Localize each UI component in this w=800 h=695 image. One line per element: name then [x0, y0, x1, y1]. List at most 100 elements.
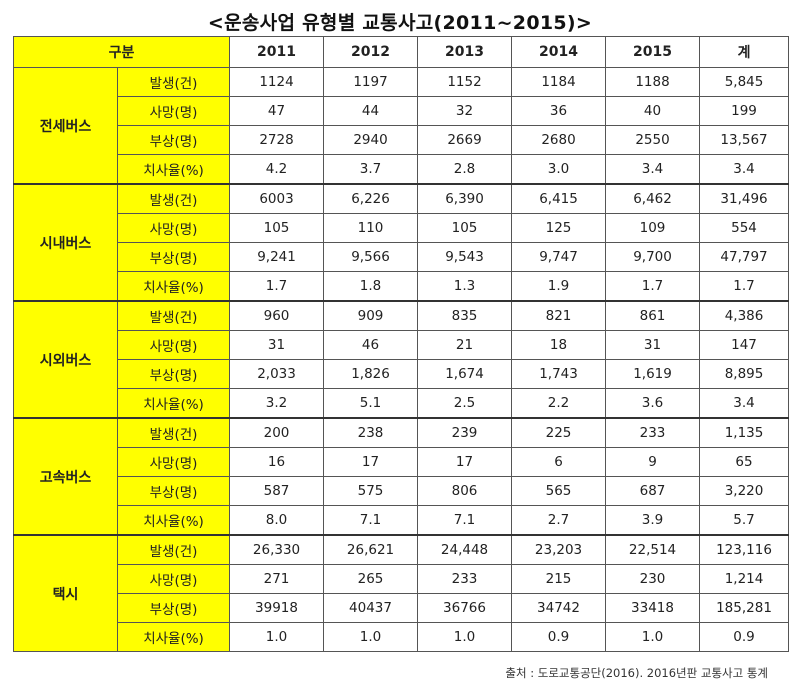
table-body: 전세버스 발생(건) 1124 1197 1152 1184 1188 5,845 사망(명) 4…: [13, 67, 790, 652]
metric-label: 부상(명): [116, 125, 231, 155]
value-cell: 2680: [511, 125, 607, 155]
value-cell: 23,203: [511, 534, 607, 565]
metric-label: 부상(명): [116, 593, 231, 623]
value-cell: 40437: [323, 593, 419, 623]
value-cell: 44: [323, 96, 419, 126]
metric-label: 발생(건): [116, 67, 231, 97]
value-cell: 6003: [229, 183, 325, 214]
value-cell: 3.4: [605, 154, 701, 185]
metric-label: 발생(건): [116, 183, 231, 214]
value-cell: 1.7: [229, 271, 325, 302]
value-cell: 40: [605, 96, 701, 126]
table-row: 시내버스 발생(건) 6003 6,226 6,390 6,415 6,462 31,496: [13, 183, 790, 302]
value-cell: 2.2: [511, 388, 607, 419]
value-cell: 31: [229, 330, 325, 360]
value-cell: 3.7: [323, 154, 419, 185]
metric-label: 사망(명): [116, 447, 231, 477]
value-cell: 9,747: [511, 242, 607, 272]
value-cell: 1.0: [417, 622, 513, 652]
table-row: 전세버스 발생(건) 1124 1197 1152 1184 1188 5,845: [13, 67, 790, 185]
value-cell: 110: [323, 213, 419, 243]
table-row: 사망(명) 105 110 105 125 109 554: [14, 213, 790, 243]
value-cell: 806: [417, 476, 513, 506]
value-cell: 909: [323, 300, 419, 331]
metric-label: 치사율(%): [116, 154, 231, 185]
total-cell: 147: [699, 330, 790, 360]
header-year: 2014: [511, 36, 607, 68]
value-cell: 26,330: [229, 534, 325, 565]
value-cell: 1.0: [229, 622, 325, 652]
total-cell: 199: [699, 96, 790, 126]
value-cell: 7.1: [323, 505, 419, 536]
value-cell: 1152: [417, 67, 513, 97]
value-cell: 24,448: [417, 534, 513, 565]
table-row: 사망(명) 16 17 17 6 9 65: [14, 447, 790, 477]
value-cell: 6: [511, 447, 607, 477]
value-cell: 3.6: [605, 388, 701, 419]
value-cell: 3.2: [229, 388, 325, 419]
value-cell: 861: [605, 300, 701, 331]
value-cell: 47: [229, 96, 325, 126]
value-cell: 33418: [605, 593, 701, 623]
value-cell: 9,700: [605, 242, 701, 272]
value-cell: 46: [323, 330, 419, 360]
value-cell: 3.0: [511, 154, 607, 185]
value-cell: 0.9: [511, 622, 607, 652]
value-cell: 22,514: [605, 534, 701, 565]
value-cell: 2,033: [229, 359, 325, 389]
value-cell: 34742: [511, 593, 607, 623]
total-cell: 31,496: [699, 183, 790, 214]
value-cell: 587: [229, 476, 325, 506]
page-title: <운송사업 유형별 교통사고(2011~2015)>: [207, 12, 593, 34]
table-row: 부상(명) 587 575 806 565 687 3,220: [14, 476, 790, 506]
header-category: 구분: [12, 36, 231, 68]
metric-label: 발생(건): [116, 300, 231, 331]
value-cell: 238: [323, 417, 419, 448]
value-cell: 271: [229, 564, 325, 594]
table-row: 치사율(%) 3.2 5.1 2.5 2.2 3.6 3.4: [14, 388, 790, 419]
value-cell: 6,226: [323, 183, 419, 214]
group-label: 고속버스: [13, 417, 118, 536]
total-cell: 4,386: [699, 300, 790, 331]
table-row: 치사율(%) 8.0 7.1 7.1 2.7 3.9 5.7: [14, 505, 790, 536]
value-cell: 105: [229, 213, 325, 243]
metric-label: 부상(명): [116, 242, 231, 272]
value-cell: 36: [511, 96, 607, 126]
value-cell: 1.0: [605, 622, 701, 652]
value-cell: 125: [511, 213, 607, 243]
metric-label: 치사율(%): [116, 271, 231, 302]
value-cell: 6,415: [511, 183, 607, 214]
value-cell: 821: [511, 300, 607, 331]
value-cell: 6,462: [605, 183, 701, 214]
value-cell: 9,543: [417, 242, 513, 272]
value-cell: 1197: [323, 67, 419, 97]
total-cell: 3,220: [699, 476, 790, 506]
value-cell: 575: [323, 476, 419, 506]
total-cell: 3.4: [699, 388, 790, 419]
group-label: 전세버스: [13, 67, 118, 185]
metric-label: 발생(건): [116, 417, 231, 448]
table-row: 택시 발생(건) 26,330 26,621 24,448 23,203 22,514 123…: [13, 534, 790, 652]
value-cell: 2550: [605, 125, 701, 155]
value-cell: 1184: [511, 67, 607, 97]
value-cell: 9: [605, 447, 701, 477]
table-row: 사망(명) 47 44 32 36 40 199: [14, 96, 790, 126]
header-year: 2015: [605, 36, 701, 68]
metric-label: 치사율(%): [116, 622, 231, 652]
total-cell: 47,797: [699, 242, 790, 272]
value-cell: 1,743: [511, 359, 607, 389]
value-cell: 215: [511, 564, 607, 594]
header-total: 계: [699, 36, 790, 68]
value-cell: 2940: [323, 125, 419, 155]
value-cell: 39918: [229, 593, 325, 623]
header-year: 2013: [417, 36, 513, 68]
value-cell: 1.9: [511, 271, 607, 302]
value-cell: 36766: [417, 593, 513, 623]
header-year: 2011: [229, 36, 325, 68]
value-cell: 1.3: [417, 271, 513, 302]
table-row: 치사율(%) 4.2 3.7 2.8 3.0 3.4 3.4: [14, 154, 790, 185]
value-cell: 1,826: [323, 359, 419, 389]
value-cell: 9,566: [323, 242, 419, 272]
total-cell: 123,116: [699, 534, 790, 565]
total-cell: 65: [699, 447, 790, 477]
